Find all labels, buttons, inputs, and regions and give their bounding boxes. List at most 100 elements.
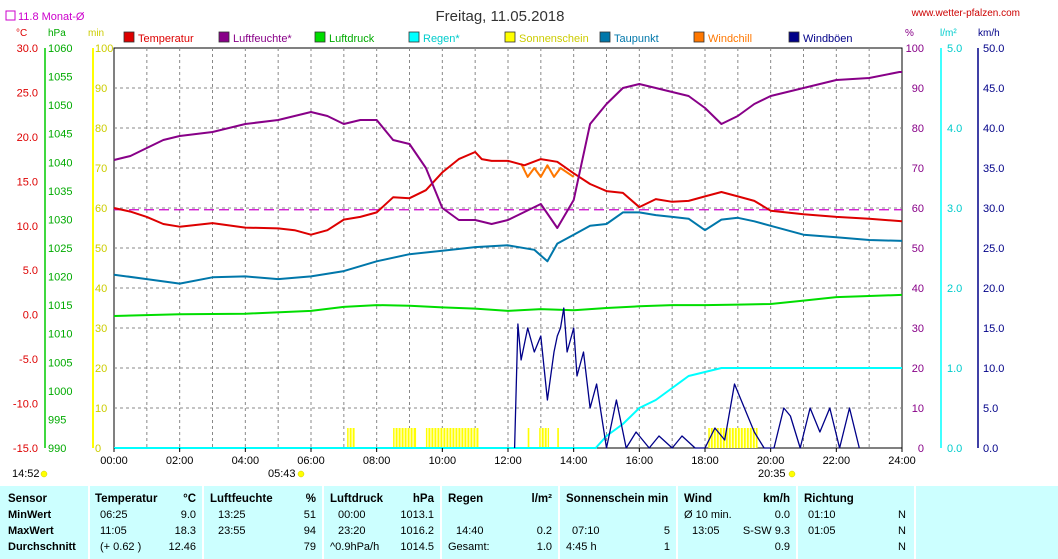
stats-wind-avg10-value: 0.0	[774, 509, 790, 521]
pressure-tick-label: 1010	[48, 329, 72, 341]
legend-swatch	[599, 31, 611, 43]
temperature-tick-label: 25.0	[17, 87, 38, 99]
sunshine-tick-label: 90	[95, 83, 107, 95]
sunshine-tick-label: 20	[95, 363, 107, 375]
legend-swatch	[314, 31, 326, 43]
sunshine-tick-label: 0	[95, 443, 101, 455]
legend-label: Regen*	[423, 33, 460, 45]
time-tick-label: 12:00	[494, 455, 522, 467]
legend-label: Luftfeuchte*	[233, 33, 292, 45]
rain-tick-label: 2.0	[947, 283, 962, 295]
stats-wind-unit: km/h	[763, 493, 790, 505]
stats-pressure-col: Luftdruck hPa 00:00 1013.1 23:20 1016.2 …	[324, 486, 440, 559]
wind-tick-label: 50.0	[983, 43, 1004, 55]
time-tick-label: 16:00	[626, 455, 654, 467]
wind-tick-label: 30.0	[983, 203, 1004, 215]
humidity-tick-label: 30	[912, 323, 924, 335]
sunshine-bar	[557, 428, 559, 448]
wind-tick-label: 15.0	[983, 323, 1004, 335]
sunrise-label: 05:43	[268, 468, 296, 480]
stats-wind-head: Wind	[684, 493, 712, 505]
sunshine-bar	[527, 428, 530, 448]
legend-label: Windböen	[803, 33, 853, 45]
legend-swatch	[123, 31, 135, 43]
stats-rain-head: Regen	[448, 493, 484, 505]
time-tick-label: 02:00	[166, 455, 194, 467]
temperature-tick-label: -10.0	[13, 399, 38, 411]
sunset-label: 20:35	[758, 468, 786, 480]
stats-sun-total-hours: 4:45 h	[566, 541, 597, 553]
humidity-tick-label: 10	[912, 403, 924, 415]
series-line-temperatur	[113, 151, 903, 236]
pressure-tick-label: 995	[48, 414, 66, 426]
time-tick-label: 08:00	[363, 455, 391, 467]
wind-tick-label: 25.0	[983, 243, 1004, 255]
stats-humidity-head: Luftfeuchte	[210, 493, 273, 505]
sun-icon	[40, 470, 48, 478]
stats-hum-avg-value: 79	[303, 541, 316, 553]
wind-tick-label: 20.0	[983, 283, 1004, 295]
sunset-icon	[788, 470, 796, 478]
sunshine-tick-label: 50	[95, 243, 107, 255]
pressure-tick-label: 1005	[48, 357, 72, 369]
humidity-tick-label: 100	[906, 43, 924, 55]
stats-sensor-head: Sensor	[8, 493, 47, 505]
legend-label: Windchill	[708, 33, 752, 45]
stats-wind-max-value: S-SW 9.3	[742, 525, 790, 537]
stats-rain-col: Regen l/m² 14:40 0.2 Gesamt: 1.0	[442, 486, 558, 559]
sunshine-tick-label: 80	[95, 123, 107, 135]
legend-swatch	[408, 31, 420, 43]
temperature-tick-label: 10.0	[17, 221, 38, 233]
chart-grid	[113, 47, 903, 449]
pressure-tick-label: 1015	[48, 300, 72, 312]
stats-row-avg: Durchschnitt	[8, 541, 76, 553]
sunshine-tick-label: 100	[95, 43, 113, 55]
sunshine-bar	[347, 428, 356, 448]
temperature-tick-label: 20.0	[17, 132, 38, 144]
time-tick-label: 20:00	[757, 455, 785, 467]
legend-item: Regen*	[408, 31, 460, 45]
stats-sun-avg-value: 1	[663, 541, 670, 553]
legend-swatch	[693, 31, 705, 43]
website-link[interactable]: www.wetter-pfalzen.com	[911, 8, 1020, 19]
sunshine-tick-label: 10	[95, 403, 107, 415]
wind-tick-label: 0.0	[983, 443, 998, 455]
sunshine-tick-label: 60	[95, 203, 107, 215]
stats-sun-max-value: 5	[663, 525, 670, 537]
stats-hum-max-time: 23:55	[218, 525, 246, 537]
legend-item: Windchill	[693, 31, 752, 45]
legend-item: Sonnenschein	[504, 31, 589, 45]
sunrise-icon	[297, 470, 305, 478]
stats-rain-unit: l/m²	[531, 493, 552, 505]
stats-hum-min-value: 51	[303, 509, 316, 521]
series-line-luftfeuchte	[113, 71, 902, 229]
rain-tick-label: 5.0	[947, 43, 962, 55]
pressure-tick-label: 1055	[48, 72, 72, 84]
stats-rain-max-time: 14:40	[456, 525, 484, 537]
stats-dir-min-value: N	[898, 509, 906, 521]
legend-item: Luftdruck	[314, 31, 375, 45]
sunshine-bar	[539, 428, 550, 448]
stats-row-min: MinWert	[8, 509, 52, 521]
time-tick-label: 24:00	[888, 455, 916, 467]
sunshine-tick-label: 40	[95, 283, 107, 295]
wind-tick-label: 10.0	[983, 363, 1004, 375]
time-tick-label: 04:00	[232, 455, 260, 467]
stats-wind-avg-label: Ø 10 min.	[684, 509, 732, 521]
chart-title: Freitag, 11.05.2018	[436, 8, 565, 25]
monthly-avg-label: 11.8 Monat-Ø	[18, 11, 85, 23]
statistics-table: Sensor MinWert MaxWert Durchschnitt Temp…	[0, 486, 1058, 559]
sunshine-bars	[347, 428, 758, 448]
stats-dir-avg-value: N	[898, 541, 906, 553]
pressure-tick-label: 1040	[48, 157, 72, 169]
pressure-tick-label: 1025	[48, 243, 72, 255]
humidity-tick-label: 90	[912, 83, 924, 95]
sunshine-bar	[425, 428, 479, 448]
wind-tick-label: 40.0	[983, 123, 1004, 135]
wind-tick-label: 35.0	[983, 163, 1004, 175]
humidity-tick-label: 0	[918, 443, 924, 455]
stats-press-max-time: 23:20	[338, 525, 366, 537]
legend-swatch	[788, 31, 800, 43]
sunshine-tick-label: 30	[95, 323, 107, 335]
sunshine-bar-fill	[527, 428, 530, 448]
